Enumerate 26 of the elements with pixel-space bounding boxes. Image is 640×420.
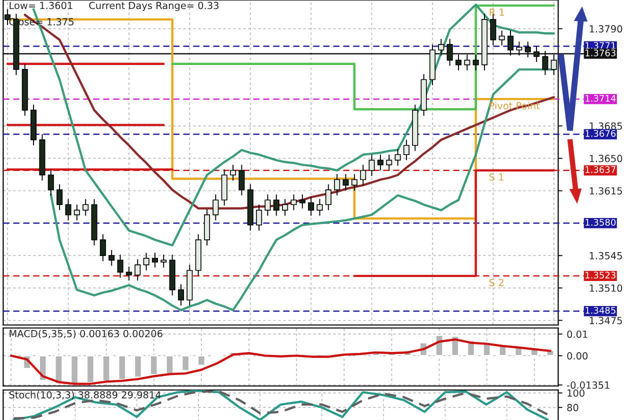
y-tick-label: 1.3475: [590, 316, 622, 324]
y-tick-label: 1.3685: [590, 122, 622, 130]
chart-title: Stoch(10,3,3) 38.8889 29.9814: [9, 390, 161, 400]
ref-line-label: 1.3714: [586, 94, 616, 102]
annotation: Low= 1.3601 Current Days Range= 0.33: [10, 2, 218, 12]
y-tick-label: 1.3650: [590, 154, 622, 162]
annotation: R 1: [490, 8, 504, 16]
y-tick-label: -0.01351: [567, 381, 610, 389]
chart-title: MACD(5,35,5) 0.00163 0.00206: [10, 330, 162, 338]
ref-line-label: 1.3763: [586, 49, 616, 56]
ref-line-label: 1.3676: [586, 130, 616, 137]
y-tick-label: 1.3615: [590, 187, 622, 195]
ref-line-label: 1.3485: [586, 306, 616, 314]
y-tick-label: 1.3510: [590, 284, 622, 292]
y-tick-label: 100: [568, 389, 584, 397]
y-tick-label: 1.3545: [590, 252, 622, 260]
y-tick-label: 1.3790: [590, 25, 622, 33]
ref-line-label: 1.3580: [586, 218, 616, 226]
annotation: S 1: [489, 173, 504, 181]
y-tick-label: 0.01: [567, 330, 588, 338]
ref-line-label: 1.3637: [586, 166, 616, 173]
ref-line-label: 1.3523: [586, 272, 616, 279]
annotation: S 2: [489, 278, 504, 286]
y-tick-label: 80: [567, 404, 578, 412]
ref-line-label: 1.3771: [586, 42, 616, 49]
y-tick-label: 0.00: [567, 352, 588, 360]
